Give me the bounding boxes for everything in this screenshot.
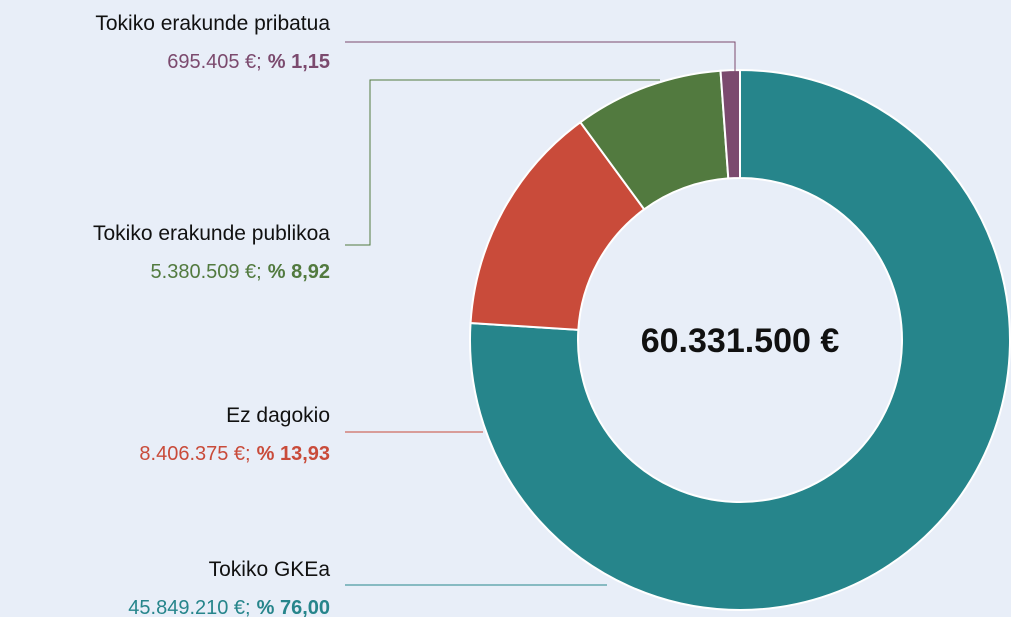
amount-label: 695.405 €; [167, 51, 262, 73]
percent-label: % 8,92 [268, 261, 330, 283]
leader-line [345, 79, 660, 246]
value-label: 8.406.375 €; % 13,93 [139, 443, 330, 465]
percent-label: % 13,93 [257, 443, 330, 465]
percent-label: % 1,15 [268, 51, 330, 73]
labels: Tokiko GKEa 45.849.210 €; % 76,00 Ez dagoki… [93, 12, 736, 617]
donut [469, 68, 1011, 611]
category-label: Tokiko erakunde pribatua [95, 12, 330, 35]
category-label: Tokiko GKEa [209, 558, 331, 581]
slice [719, 68, 741, 180]
amount-label: 8.406.375 €; [139, 443, 250, 465]
percent-label: % 76,00 [257, 597, 330, 617]
total-label: 60.331.500 € [641, 322, 840, 360]
leader-line [345, 41, 736, 72]
category-label: Ez dagokio [226, 404, 330, 427]
category-label: Tokiko erakunde publikoa [93, 222, 330, 245]
amount-label: 5.380.509 €; [151, 261, 262, 283]
value-label: 695.405 €; % 1,15 [167, 51, 330, 73]
slice [469, 68, 1011, 611]
value-label: 5.380.509 €; % 8,92 [151, 261, 330, 283]
amount-label: 45.849.210 €; [128, 597, 250, 617]
value-label: 45.849.210 €; % 76,00 [128, 597, 330, 617]
